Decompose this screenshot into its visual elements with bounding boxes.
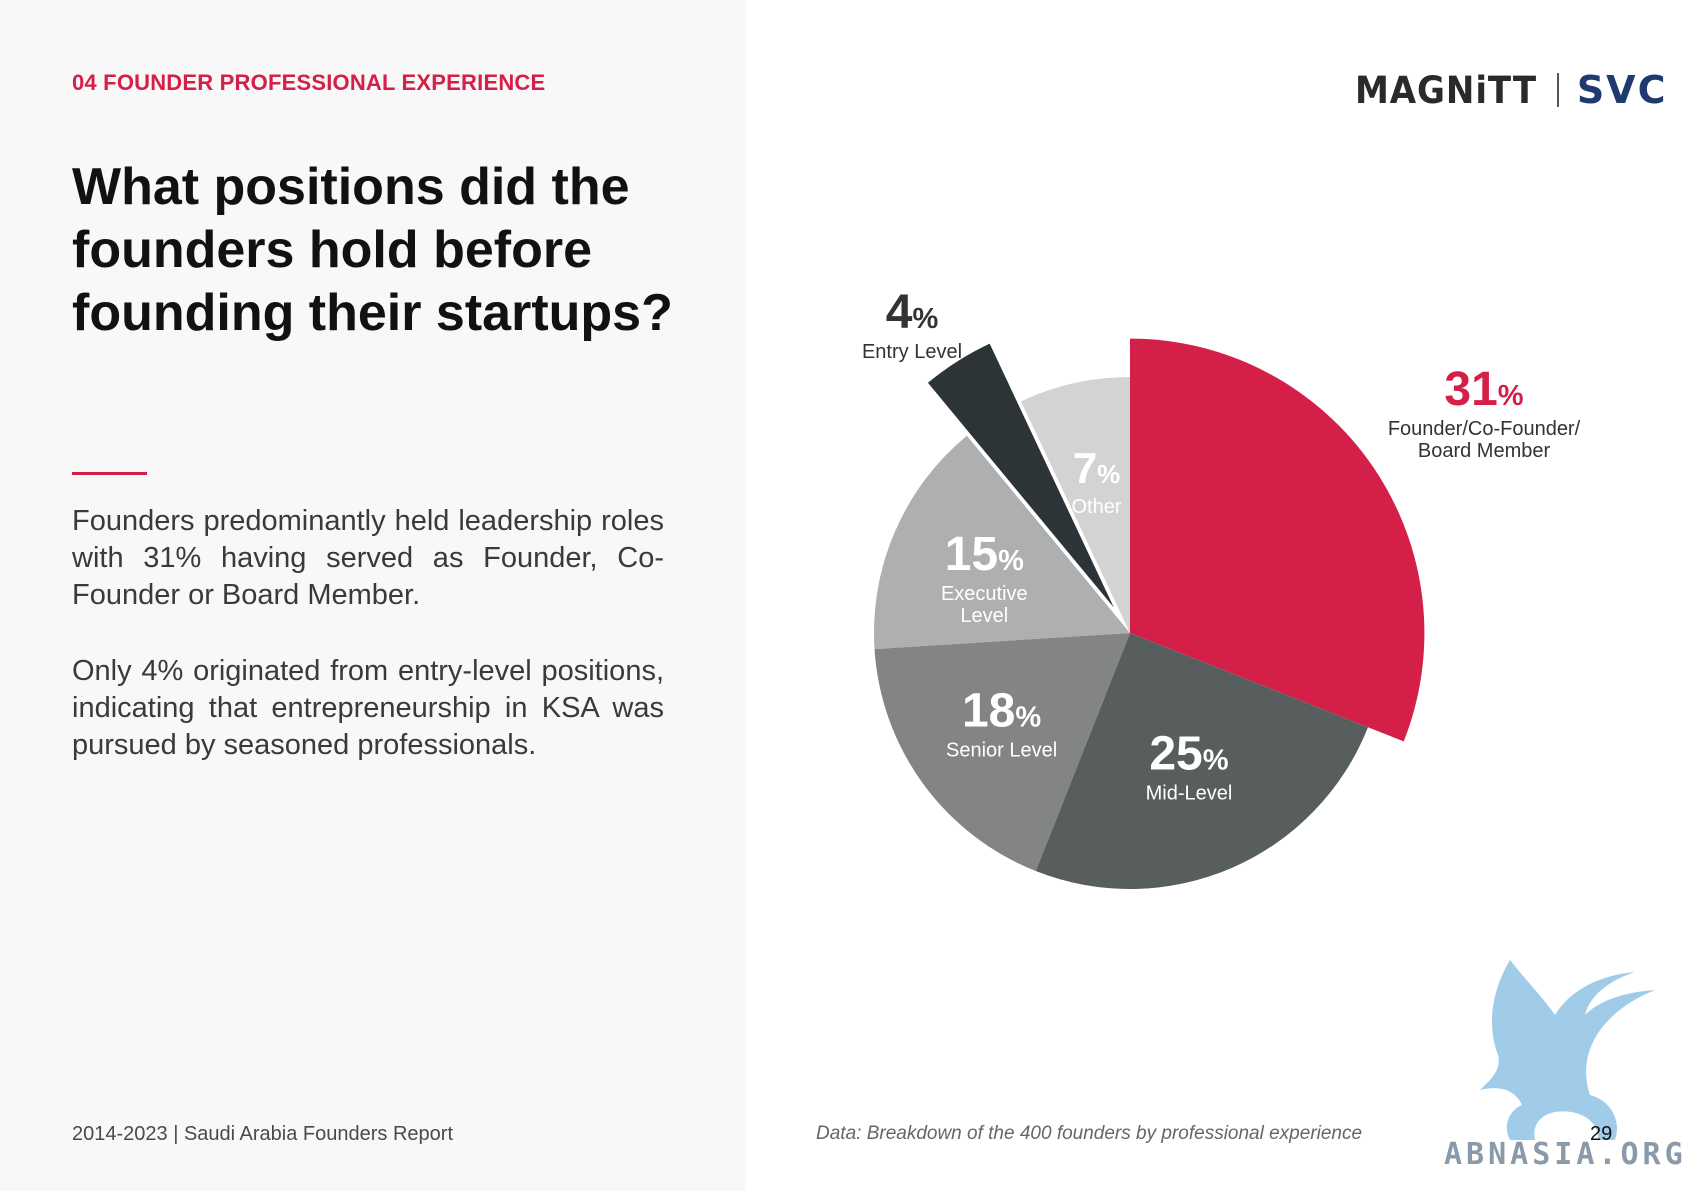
pie-slice-other [1021, 377, 1130, 633]
pie-slice-entry-level [927, 343, 1114, 608]
slice-category-label: Level [960, 605, 1008, 627]
slice-value-label: 15% [945, 528, 1024, 581]
accent-divider [72, 472, 147, 475]
data-source-note: Data: Breakdown of the 400 founders by p… [816, 1123, 1363, 1144]
slice-label-group: 4%Entry Level [862, 286, 962, 363]
slice-label-group: 25%Mid-Level [1146, 727, 1233, 804]
page-number: 29 [1590, 1123, 1613, 1145]
griffin-watermark-icon [1480, 960, 1655, 1140]
pie-slice-mid-level [1035, 633, 1369, 889]
pie-slice-executive-level [873, 435, 1130, 650]
summary-paragraph-1: Founders predominantly held leadership r… [72, 505, 664, 611]
page-title: What positions did the founders hold bef… [72, 158, 673, 342]
slice-value-label: 4% [886, 286, 939, 339]
summary-paragraph-2: Only 4% originated from entry-level posi… [72, 655, 664, 761]
logo-divider [1556, 73, 1559, 107]
section-label: 04 FOUNDER PROFESSIONAL EXPERIENCE [72, 70, 546, 95]
slice-label-group: 18%Senior Level [946, 684, 1057, 761]
slice-category-label: Entry Level [862, 341, 962, 363]
svc-logo: SVC [1576, 68, 1668, 112]
slice-category-label: Senior Level [946, 739, 1057, 761]
watermark-text: ABNASIA.ORG [1444, 1137, 1684, 1172]
magnitt-logo: MAGNiTT [1355, 68, 1537, 112]
slice-category-label: Founder/Co-Founder/ [1388, 418, 1581, 440]
slice-category-label: Board Member [1418, 440, 1551, 462]
slice-label-group: 7% Other [1071, 444, 1121, 518]
slice-value-label: 18% [962, 684, 1041, 737]
partner-logos: MAGNiTT SVC [1355, 68, 1667, 112]
left-panel [0, 0, 746, 1191]
pie-slice-founder-co-founder-board-member [1130, 338, 1425, 742]
slice-value-label: 7% [1073, 444, 1121, 493]
slice-category-label: Other [1071, 496, 1121, 518]
pie-slice-senior-level [874, 633, 1130, 872]
slice-category-label: Mid-Level [1146, 782, 1233, 804]
report-name: 2014-2023 | Saudi Arabia Founders Report [72, 1123, 454, 1145]
slice-label-group: 31%Founder/Co-Founder/Board Member [1388, 363, 1581, 462]
slice-value-label: 25% [1149, 727, 1228, 780]
slice-value-label: 31% [1444, 363, 1523, 416]
slice-category-label: Executive [941, 583, 1028, 605]
